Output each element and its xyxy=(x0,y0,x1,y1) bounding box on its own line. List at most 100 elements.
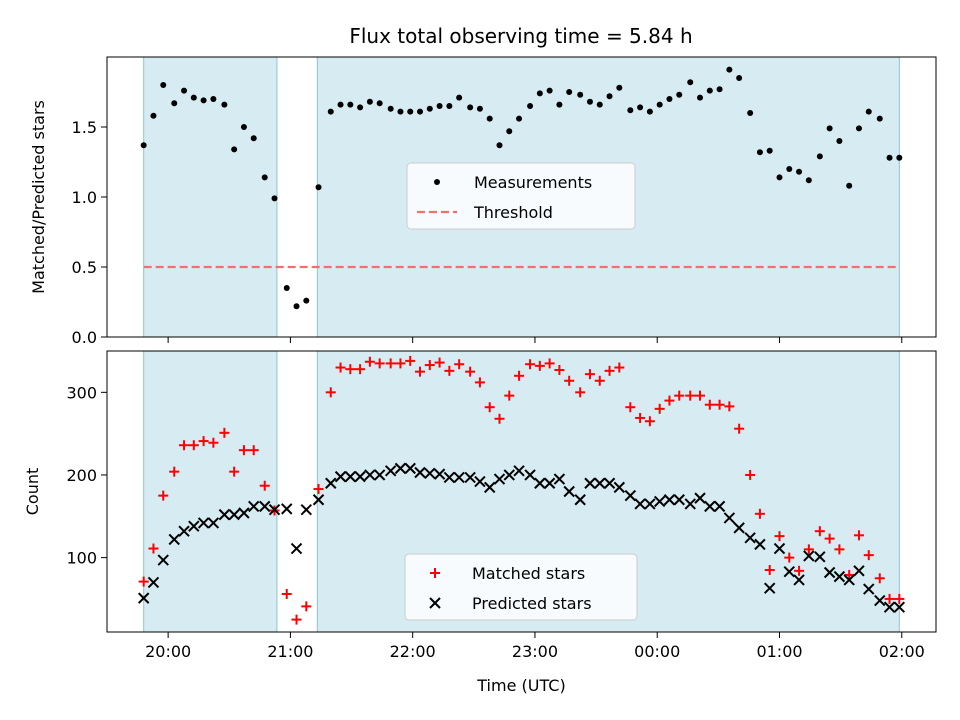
series-matched-stars xyxy=(138,355,905,625)
data-point xyxy=(178,525,190,537)
data-point xyxy=(896,154,903,161)
data-point xyxy=(283,285,290,291)
data-point xyxy=(814,551,826,563)
data-point xyxy=(219,427,230,438)
data-point xyxy=(453,471,465,484)
data-point xyxy=(584,477,596,489)
data-point xyxy=(834,544,845,555)
data-point xyxy=(140,142,147,149)
data-point xyxy=(694,492,706,504)
y-axis-label: Count xyxy=(23,468,42,516)
data-point xyxy=(179,440,190,451)
data-point xyxy=(766,147,773,154)
data-point xyxy=(863,550,874,561)
legend-entry: Measurements xyxy=(434,173,592,192)
data-point xyxy=(291,614,302,625)
data-point xyxy=(434,357,445,368)
data-point xyxy=(613,481,626,494)
data-point xyxy=(347,101,354,108)
data-point xyxy=(836,138,843,144)
data-point xyxy=(833,570,846,583)
data-point xyxy=(534,477,546,489)
data-point xyxy=(893,601,906,613)
data-point xyxy=(181,87,188,94)
y-axis-label: Matched/Predicted stars xyxy=(29,100,48,294)
data-point xyxy=(604,365,615,376)
data-point xyxy=(574,494,586,506)
data-point xyxy=(397,108,404,115)
data-point xyxy=(606,93,613,100)
data-point xyxy=(281,503,293,515)
data-point xyxy=(415,366,426,377)
data-point xyxy=(137,592,150,604)
data-point xyxy=(325,387,336,398)
data-point xyxy=(210,96,217,102)
data-point xyxy=(300,503,313,516)
data-point xyxy=(337,101,344,108)
data-point xyxy=(783,565,795,578)
data-point xyxy=(554,365,565,376)
data-point xyxy=(826,125,833,132)
data-point xyxy=(198,436,209,447)
x-tick-label: 22:00 xyxy=(390,642,436,661)
data-point xyxy=(433,468,446,480)
data-point xyxy=(534,360,545,371)
data-point xyxy=(563,485,575,498)
data-point xyxy=(407,108,414,115)
data-point xyxy=(354,470,366,483)
data-point xyxy=(803,550,815,562)
data-point xyxy=(238,507,250,519)
data-point xyxy=(248,500,260,513)
data-point xyxy=(218,508,231,521)
data-point xyxy=(803,544,814,555)
data-point xyxy=(564,375,575,386)
data-point xyxy=(536,90,543,97)
y-tick-label: 300 xyxy=(66,383,97,402)
data-point xyxy=(784,552,795,563)
data-point xyxy=(504,390,515,401)
data-point xyxy=(724,401,735,412)
legend-label: Threshold xyxy=(473,203,553,222)
data-point xyxy=(586,98,593,105)
legend: Matched stars Predicted stars xyxy=(404,553,638,621)
data-point xyxy=(387,105,394,112)
data-point xyxy=(685,390,696,401)
data-point xyxy=(745,469,756,480)
data-point xyxy=(713,500,726,513)
data-point xyxy=(484,402,495,413)
legend-entry: Predicted stars xyxy=(429,594,592,613)
series-measurements xyxy=(140,66,903,310)
data-point xyxy=(168,533,180,546)
data-point xyxy=(364,356,375,367)
data-point xyxy=(876,115,883,122)
data-point xyxy=(157,554,169,566)
data-point xyxy=(704,500,716,513)
data-point xyxy=(405,355,416,366)
data-point xyxy=(158,490,169,501)
data-point xyxy=(596,101,603,108)
axes-frame xyxy=(106,350,937,633)
data-point xyxy=(443,471,456,484)
legend-label: Matched stars xyxy=(472,564,585,583)
data-point xyxy=(874,573,885,584)
data-point xyxy=(874,594,886,607)
data-point xyxy=(764,565,775,576)
data-point xyxy=(865,108,872,115)
y-tick-label: 0.5 xyxy=(72,258,97,277)
data-point xyxy=(345,364,356,375)
data-point xyxy=(444,365,455,376)
data-point xyxy=(734,423,745,434)
legend-box xyxy=(406,162,636,230)
data-point xyxy=(327,108,334,115)
data-point xyxy=(886,154,893,161)
legend-label: Predicted stars xyxy=(472,594,592,613)
data-point xyxy=(474,377,485,388)
data-point xyxy=(747,110,754,116)
data-point xyxy=(524,469,536,481)
data-point xyxy=(303,297,310,304)
data-point xyxy=(744,532,756,544)
shaded-interval-0 xyxy=(143,350,278,633)
data-point xyxy=(293,303,300,310)
data-point xyxy=(467,104,474,111)
